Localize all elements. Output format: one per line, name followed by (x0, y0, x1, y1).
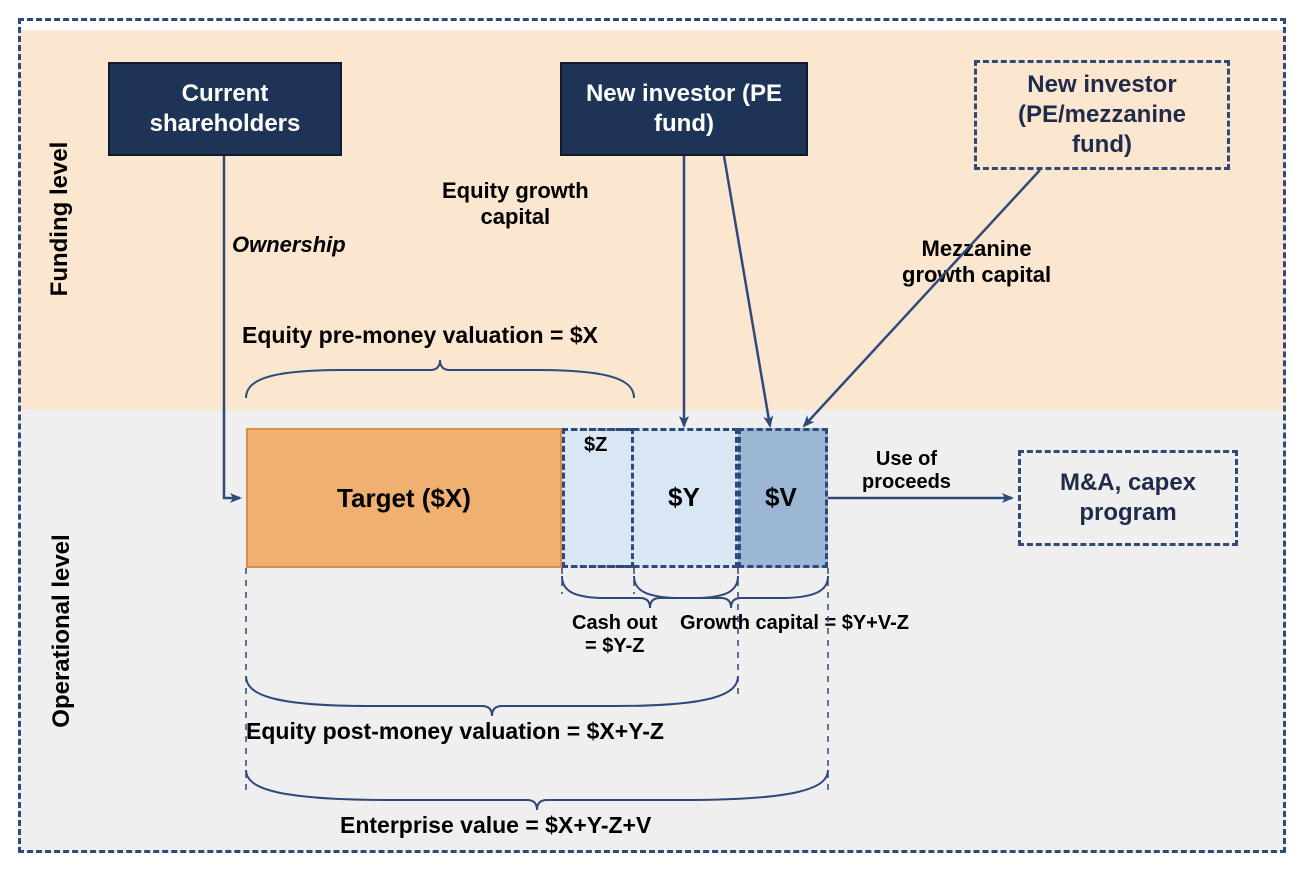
target-label-suffix: ) (462, 483, 471, 513)
y-label: $Y (668, 482, 700, 513)
target-label-prefix: Target ( (337, 483, 430, 513)
current-shareholders-node: Current shareholders (108, 62, 342, 156)
ownership-label: Ownership (232, 232, 346, 258)
equity-post-money-label: Equity post-money valuation = $X+Y-Z (246, 718, 664, 745)
equity-pre-money-label: Equity pre-money valuation = $X (242, 322, 598, 349)
operational-level-label: Operational level (48, 511, 76, 751)
new-investor-mezzanine-node: New investor (PE/mezzanine fund) (974, 60, 1230, 170)
funding-level-label: Funding level (46, 119, 74, 319)
new-investor-pe-node: New investor (PE fund) (560, 62, 808, 156)
target-label-value: $X (430, 483, 462, 513)
equity-growth-capital-label: Equity growth capital (442, 178, 589, 230)
target-box: Target ($X) (246, 428, 562, 568)
ma-capex-node: M&A, capex program (1018, 450, 1238, 546)
use-of-proceeds-label: Use of proceeds (862, 448, 951, 494)
enterprise-value-label: Enterprise value = $X+Y-Z+V (340, 812, 651, 839)
mezzanine-growth-capital-label: Mezzanine growth capital (902, 236, 1051, 288)
growth-capital-label: Growth capital = $Y+V-Z (680, 612, 909, 635)
cash-out-label: Cash out = $Y-Z (572, 612, 658, 658)
z-label: $Z (584, 434, 607, 457)
v-label: $V (765, 482, 797, 513)
